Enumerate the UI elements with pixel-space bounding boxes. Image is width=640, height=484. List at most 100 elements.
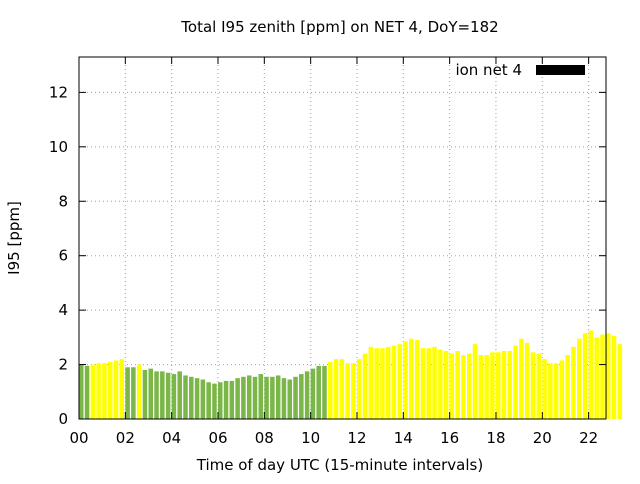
bar: [171, 374, 177, 419]
bar: [177, 371, 182, 419]
bar: [362, 353, 368, 419]
bar: [420, 348, 426, 419]
bar: [374, 348, 379, 419]
x-tick-label: 08: [255, 429, 274, 447]
bar: [310, 368, 316, 419]
bar: [281, 378, 287, 419]
ticks: [78, 57, 606, 420]
bar: [131, 367, 136, 419]
bars: [79, 330, 623, 419]
bar: [553, 363, 559, 419]
bar: [316, 365, 321, 419]
bar: [189, 376, 194, 419]
bar: [304, 371, 310, 419]
bar: [339, 359, 345, 419]
bar: [194, 378, 200, 419]
bar: [501, 350, 507, 419]
bar: [142, 370, 148, 419]
bar: [264, 376, 269, 419]
bar: [125, 367, 130, 419]
bar: [443, 350, 449, 419]
bar: [368, 346, 374, 419]
legend-swatch: [536, 65, 585, 75]
bar: [472, 344, 478, 419]
y-tick-label: 12: [49, 83, 68, 101]
bar: [524, 342, 530, 419]
legend: ion net 4: [455, 61, 585, 79]
y-tick-labels: 0 2 4 6 8 10 12: [49, 83, 68, 428]
bar: [600, 334, 605, 419]
bar: [513, 345, 518, 419]
bar: [385, 346, 391, 419]
bar: [84, 365, 90, 419]
bar: [606, 333, 611, 419]
bar: [461, 355, 466, 419]
bar: [495, 352, 501, 419]
bar: [438, 349, 443, 419]
bar: [252, 376, 258, 419]
bar: [102, 363, 107, 419]
bar: [403, 341, 408, 419]
bar: [617, 344, 623, 419]
x-tick-label: 20: [533, 429, 552, 447]
x-axis-label: Time of day UTC (15-minute intervals): [196, 456, 483, 474]
bar: [565, 355, 570, 419]
bar: [426, 348, 431, 419]
bar: [165, 372, 171, 419]
bar: [380, 348, 385, 419]
bar: [241, 376, 246, 419]
bar: [200, 379, 206, 419]
bar: [542, 359, 547, 419]
bar: [79, 364, 84, 419]
x-tick-label: 10: [301, 429, 320, 447]
y-tick-label: 6: [58, 247, 68, 265]
y-axis-label: I95 [ppm]: [5, 201, 23, 275]
bar: [345, 363, 350, 419]
x-tick-label: 00: [69, 429, 88, 447]
bar: [270, 376, 275, 419]
bar: [107, 361, 113, 419]
bar: [275, 375, 281, 419]
bar: [90, 364, 96, 419]
bar: [548, 363, 553, 419]
bar: [490, 352, 495, 419]
bar: [356, 359, 362, 419]
x-tick-label: 02: [116, 429, 135, 447]
legend-label: ion net 4: [455, 61, 522, 79]
x-tick-label: 16: [440, 429, 459, 447]
bar: [258, 374, 264, 419]
bar: [588, 330, 594, 419]
bar: [119, 359, 125, 419]
bar: [414, 340, 420, 419]
bar: [455, 350, 460, 419]
x-tick-label: 14: [394, 429, 413, 447]
bar: [235, 378, 240, 419]
bar: [223, 380, 229, 419]
bar: [299, 374, 304, 419]
bar: [328, 361, 333, 419]
bar: [333, 359, 339, 419]
y-tick-label: 8: [58, 192, 68, 210]
bar: [246, 375, 252, 419]
bar: [559, 360, 565, 419]
bar: [577, 338, 582, 419]
bar: [571, 346, 576, 419]
y-tick-label: 2: [58, 356, 68, 374]
grid: [79, 57, 606, 419]
bar: [519, 338, 524, 419]
x-tick-labels: 00 02 04 06 08 10 12 14 16 18 20 22: [69, 429, 598, 447]
bar: [409, 338, 414, 419]
bar: [229, 380, 235, 419]
bar: [611, 335, 617, 419]
bar: [530, 352, 536, 419]
y-tick-label: 0: [58, 410, 68, 428]
bar: [183, 375, 188, 419]
bar: [217, 382, 223, 419]
chart-title: Total I95 zenith [ppm] on NET 4, DoY=182: [180, 18, 498, 36]
bar: [136, 364, 142, 419]
bar: [467, 353, 472, 419]
bar: [478, 355, 484, 419]
bar: [449, 353, 455, 419]
bar: [507, 350, 513, 419]
bar: [160, 371, 165, 419]
